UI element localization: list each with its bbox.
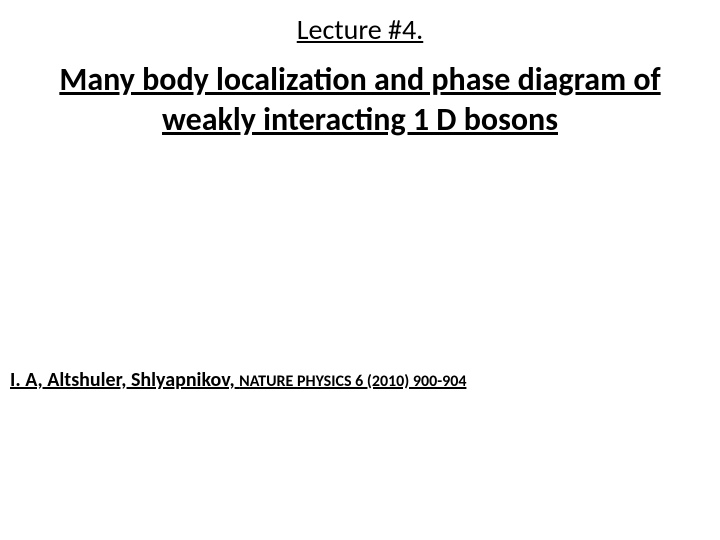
lecture-number: Lecture #4. bbox=[0, 12, 720, 47]
citation: I. A, Altshuler, Shlyapnikov, NATURE PHY… bbox=[10, 368, 466, 392]
citation-journal: NATURE PHYSICS 6 (2010) 900-904 bbox=[239, 372, 466, 391]
citation-authors: I. A, Altshuler, Shlyapnikov, bbox=[10, 368, 235, 392]
slide-title: Many body localization and phase diagram… bbox=[0, 60, 720, 140]
